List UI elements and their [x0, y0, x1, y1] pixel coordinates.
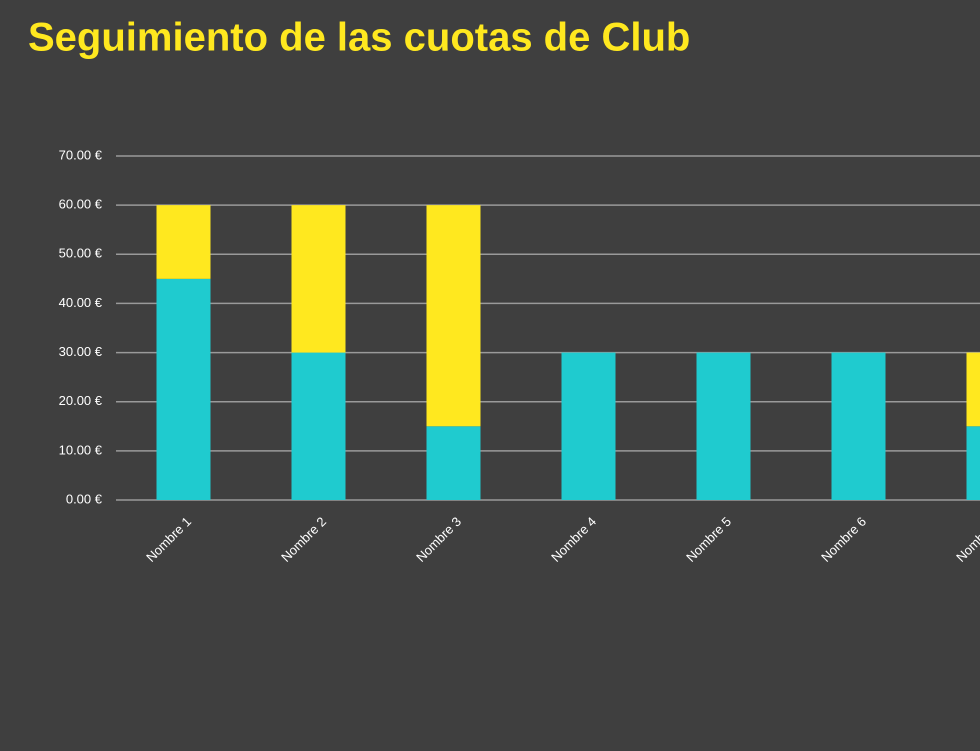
- bar-segment: [156, 205, 211, 279]
- x-tick-label: Nombre 2: [278, 514, 329, 565]
- bar-segment: [966, 352, 980, 427]
- y-tick-label: 60.00 €: [59, 197, 103, 212]
- chart-title: Seguimiento de las cuotas de Club: [28, 16, 690, 60]
- bar-segment: [696, 352, 751, 500]
- bar-segment: [831, 352, 886, 500]
- x-tick-label: Nombre 6: [818, 514, 869, 565]
- bar-segment: [561, 352, 616, 500]
- bar-segment: [156, 278, 211, 500]
- x-tick-label: Nombre 4: [548, 514, 599, 565]
- x-tick-label: Nombre 7: [953, 514, 980, 565]
- bar-segment: [426, 205, 481, 427]
- y-tick-label: 70.00 €: [59, 147, 103, 162]
- bar-segment: [291, 352, 346, 500]
- y-tick-label: 30.00 €: [59, 344, 103, 359]
- x-tick-label: Nombre 5: [683, 514, 734, 565]
- bar-segment: [291, 205, 346, 353]
- x-tick-label: Nombre 1: [143, 514, 194, 565]
- bar-segment: [966, 426, 980, 500]
- y-tick-label: 40.00 €: [59, 295, 103, 310]
- bar-segment: [426, 426, 481, 500]
- y-tick-label: 10.00 €: [59, 442, 103, 457]
- y-tick-label: 20.00 €: [59, 393, 103, 408]
- y-tick-label: 50.00 €: [59, 246, 103, 261]
- y-tick-label: 0.00 €: [66, 491, 103, 506]
- x-tick-label: Nombre 3: [413, 514, 464, 565]
